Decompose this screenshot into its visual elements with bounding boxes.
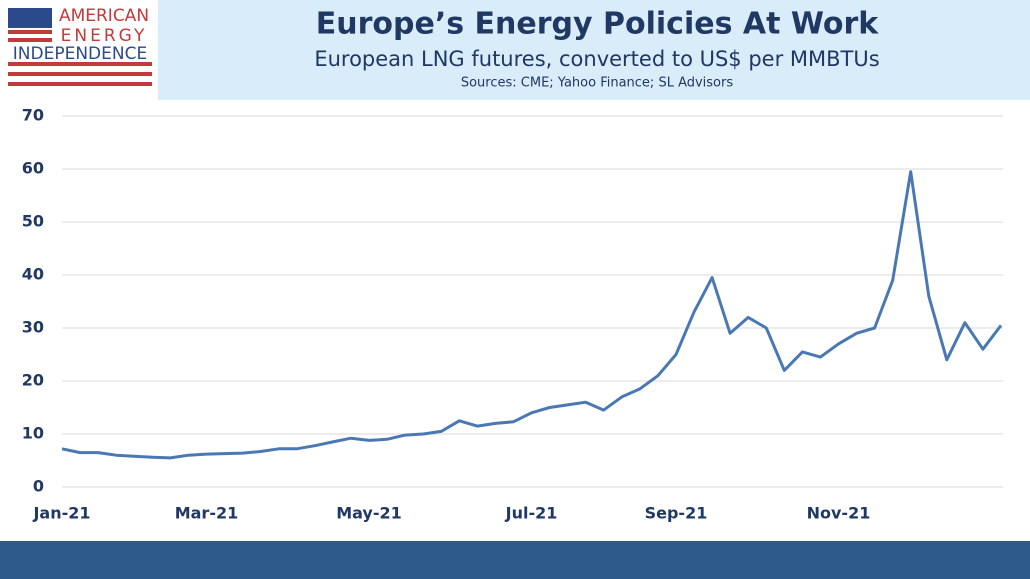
chart-sources: Sources: CME; Yahoo Finance; SL Advisors — [461, 76, 734, 91]
flag — [8, 8, 52, 44]
y-tick-label: 30 — [22, 318, 44, 337]
y-tick-label: 20 — [22, 371, 44, 390]
x-tick-label: Mar-21 — [175, 504, 239, 523]
x-tick-label: Jan-21 — [32, 504, 90, 523]
logo-text: INDEPENDENCE — [13, 44, 147, 64]
y-tick-label: 40 — [22, 265, 44, 284]
footer-band — [0, 541, 1030, 579]
logo-text: AMERICAN — [59, 6, 149, 26]
logo-stripe — [8, 72, 152, 76]
logo-text: ENERGY — [61, 26, 148, 46]
logo-stripe — [8, 62, 152, 66]
y-tick-label: 50 — [22, 212, 44, 231]
x-tick-label: Sep-21 — [645, 504, 708, 523]
y-tick-label: 70 — [22, 106, 44, 125]
x-tick-label: Jul-21 — [505, 504, 558, 523]
chart-title: Europe’s Energy Policies At Work — [316, 7, 880, 42]
y-tick-label: 60 — [22, 159, 44, 178]
logo-stripe — [8, 82, 152, 86]
header-band — [158, 0, 1030, 100]
x-tick-label: May-21 — [336, 504, 402, 523]
y-tick-label: 10 — [22, 424, 44, 443]
y-tick-label: 0 — [33, 477, 44, 496]
chart-subtitle: European LNG futures, converted to US$ p… — [314, 47, 879, 71]
data-line — [61, 170, 1003, 460]
x-tick-label: Nov-21 — [807, 504, 871, 523]
